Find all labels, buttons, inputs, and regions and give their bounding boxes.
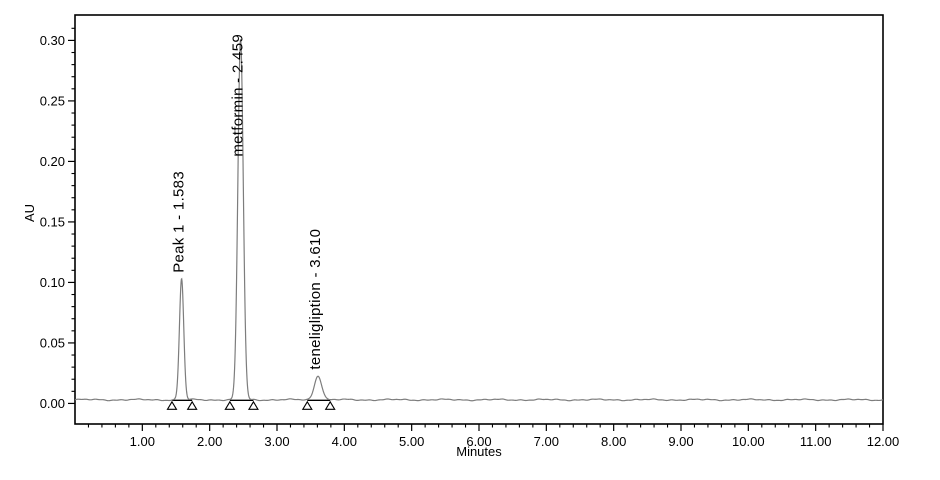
- peak-end-marker: [186, 400, 198, 410]
- peak-end-marker: [247, 400, 259, 410]
- peak-label: metformin - 2.459: [230, 34, 247, 157]
- x-tick-label: 6.00: [466, 434, 491, 449]
- y-tick-label: 0.30: [40, 33, 65, 48]
- x-tick-label: 2.00: [197, 434, 222, 449]
- x-tick-label: 12.00: [867, 434, 900, 449]
- peak-start-marker: [224, 400, 236, 410]
- peak-label: teneligliption - 3.610: [307, 229, 324, 370]
- x-tick-label: 1.00: [130, 434, 155, 449]
- x-tick-label: 4.00: [332, 434, 357, 449]
- x-tick-label: 7.00: [534, 434, 559, 449]
- peak-start-marker: [166, 400, 178, 410]
- peak-start-marker: [301, 400, 313, 410]
- y-tick-label: 0.15: [40, 214, 65, 229]
- y-tick-label: 0.20: [40, 154, 65, 169]
- y-tick-label: 0.25: [40, 93, 65, 108]
- chromatogram-trace: [74, 39, 884, 402]
- y-axis-title: AU: [22, 203, 37, 223]
- x-tick-label: 5.00: [399, 434, 424, 449]
- peak-end-marker: [324, 400, 336, 410]
- y-tick-label: 0.05: [40, 335, 65, 350]
- x-tick-label: 8.00: [601, 434, 626, 449]
- y-tick-label: 0.10: [40, 275, 65, 290]
- x-axis-title: Minutes: [456, 444, 502, 459]
- peak-label: Peak 1 - 1.583: [171, 171, 188, 273]
- y-tick-label: 0.00: [40, 396, 65, 411]
- plot-area-border: [74, 14, 884, 425]
- x-tick-label: 10.00: [732, 434, 765, 449]
- x-tick-label: 3.00: [264, 434, 289, 449]
- x-tick-label: 11.00: [800, 434, 832, 449]
- x-tick-label: 9.00: [668, 434, 693, 449]
